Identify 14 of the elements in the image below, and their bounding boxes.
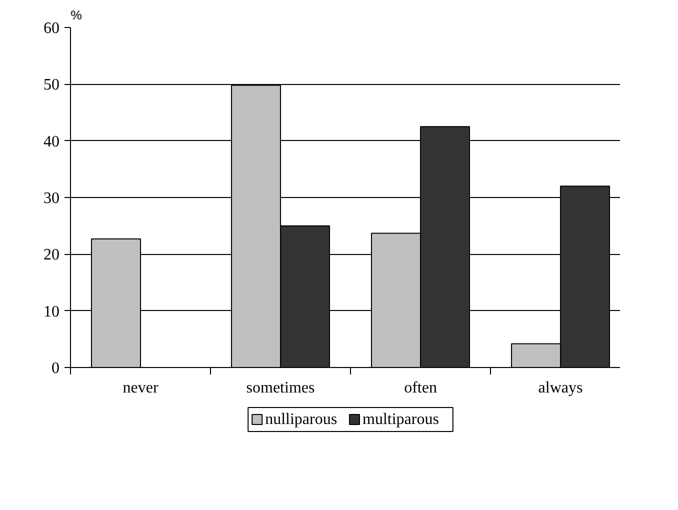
y-tick-label: 60 (44, 20, 60, 37)
x-tick-label: often (404, 380, 437, 396)
y-tick-label: 20 (44, 246, 60, 264)
y-tick-label: 0 (52, 360, 60, 377)
legend-label: multiparous (362, 411, 439, 428)
x-tick-label: sometimes (246, 380, 315, 396)
y-tick-label: 10 (44, 303, 60, 320)
x-tick-label: never (122, 380, 159, 396)
x-tick-label: always (538, 380, 583, 396)
y-axis-title: % (70, 8, 82, 22)
y-tick-label: 40 (44, 133, 60, 150)
y-tick-label: 50 (44, 76, 60, 94)
y-tick-label: 30 (44, 190, 60, 207)
legend-label: nulliparous (265, 411, 338, 428)
